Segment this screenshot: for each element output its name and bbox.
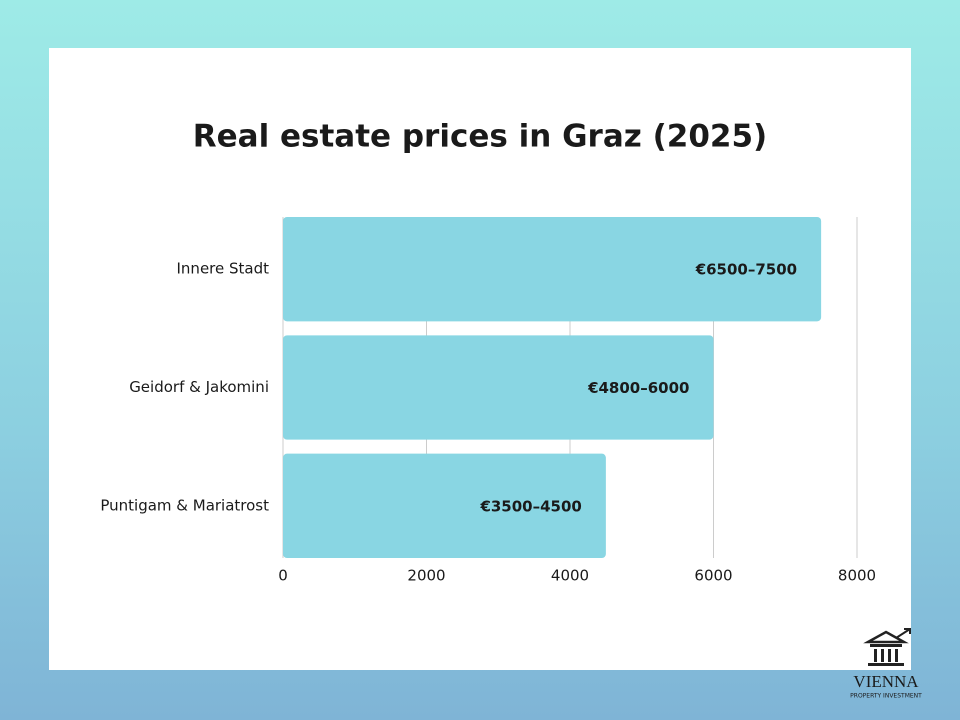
logo-name: VIENNA: [853, 672, 919, 691]
category-label: Geidorf & Jakomini: [129, 378, 269, 396]
logo-tagline: PROPERTY INVESTMENT: [850, 693, 922, 700]
category-label: Puntigam & Mariatrost: [100, 496, 269, 514]
bar: [283, 217, 822, 322]
x-tick-label: 4000: [551, 567, 589, 585]
value-label: €3500–4500: [479, 497, 581, 515]
bar: [283, 453, 606, 558]
x-tick-label: 0: [278, 567, 288, 585]
value-label: €6500–7500: [695, 261, 797, 279]
logo: [863, 628, 911, 666]
category-label: Innere Stadt: [177, 260, 270, 278]
value-label: €4800–6000: [587, 379, 689, 397]
x-tick-label: 2000: [407, 567, 445, 585]
x-tick-label: 8000: [838, 567, 876, 585]
bar: [283, 335, 714, 440]
x-tick-label: 6000: [694, 567, 732, 585]
chart-title: Real estate prices in Graz (2025): [193, 119, 767, 155]
